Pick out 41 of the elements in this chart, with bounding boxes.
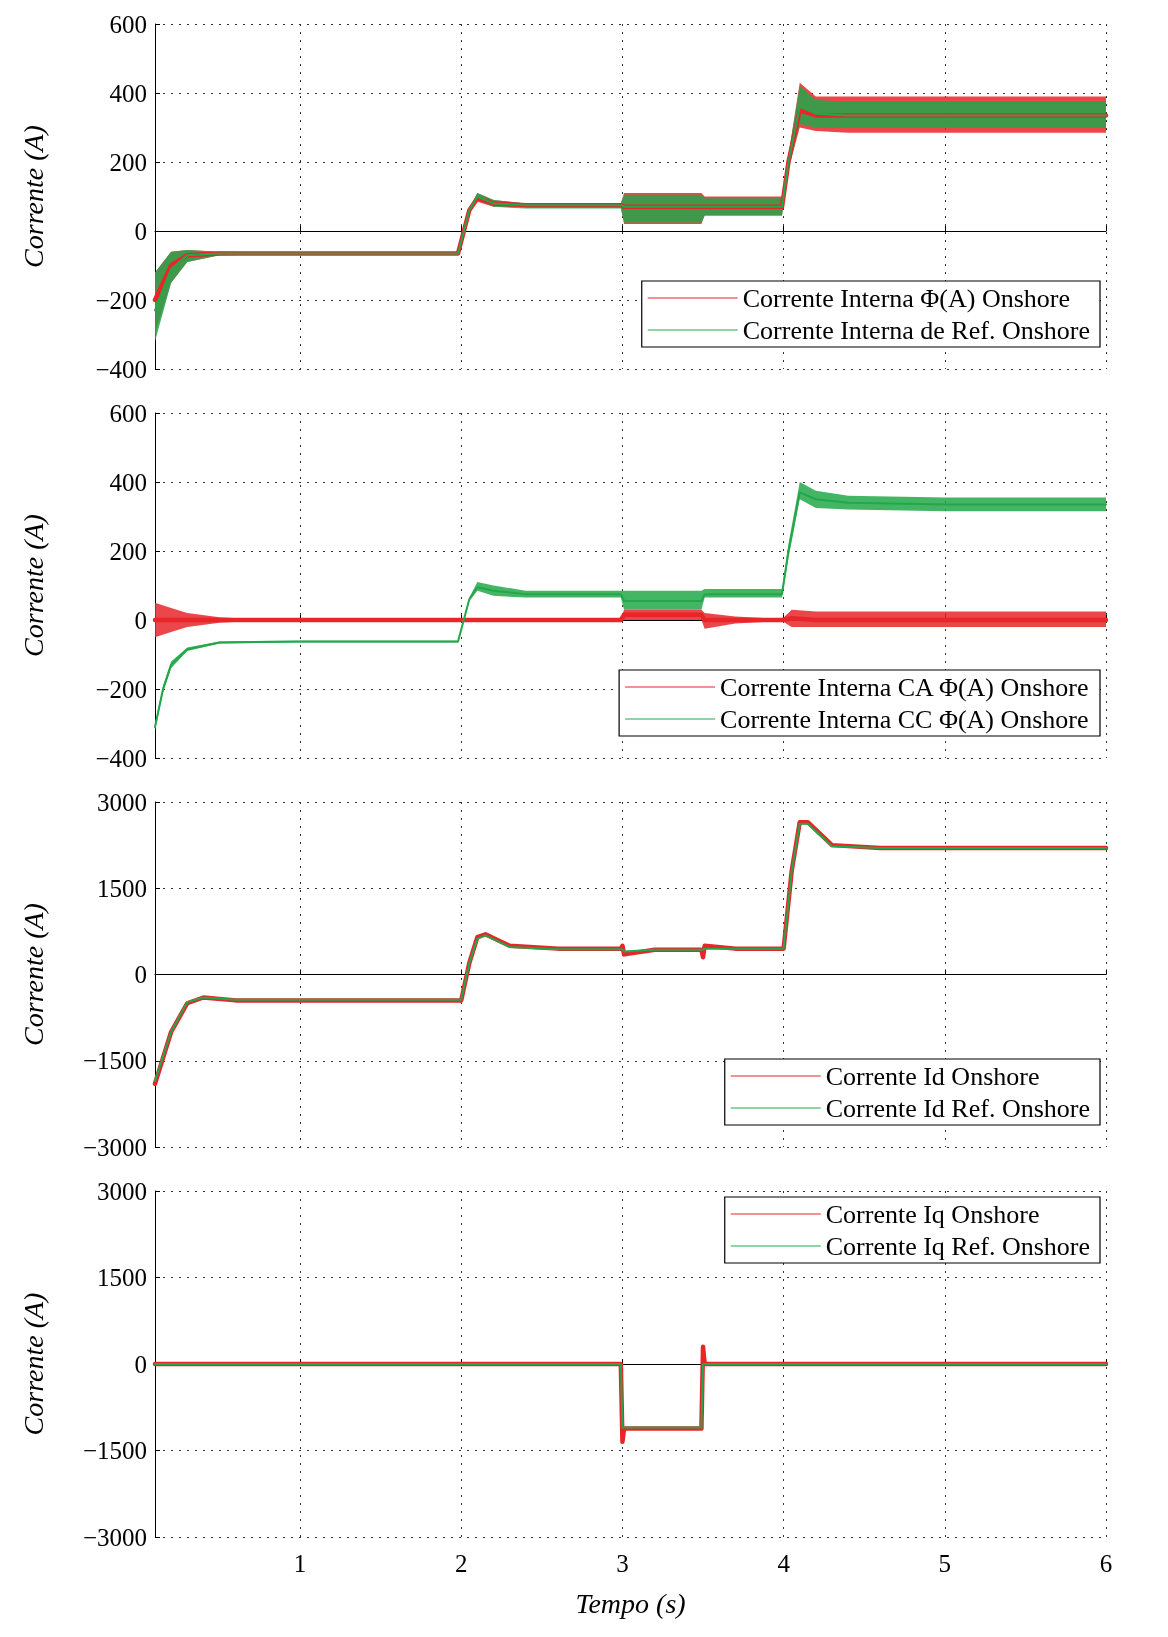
y-tick-label: −1500 [82,1047,147,1075]
y-tick-label: 3000 [97,1177,147,1205]
y-tick-label: 400 [109,468,147,496]
y-tick-label: −200 [95,675,147,703]
legend-label: Corrente Iq Ref. Onshore [825,1231,1091,1261]
x-tick-label: 6 [1099,1550,1113,1577]
x-tick-label: 2 [455,1550,468,1577]
x-tick-label: 4 [777,1550,791,1577]
x-tick-label: 1 [293,1550,307,1577]
x-tick-label: 5 [938,1550,952,1577]
y-tick-label: 0 [134,961,147,988]
y-tick-label: −1500 [82,1437,147,1464]
legend-label: Corrente Id Onshore [825,1061,1040,1091]
x-axis-title: Tempo (s) [575,1587,686,1619]
y-tick-label: 200 [109,537,147,565]
y-tick-label: 1500 [97,1264,147,1291]
legend-label: Corrente Iq Onshore [825,1199,1040,1229]
y-axis-title: Corrente (A) [17,1292,49,1436]
y-tick-label: 200 [109,148,147,176]
legend-label: Corrente Interna CC Φ(A) Onshore [720,704,1089,734]
y-tick-label: 1500 [97,874,147,902]
y-tick-label: −400 [95,744,147,772]
y-tick-label: 600 [109,10,147,38]
y-tick-label: −3000 [82,1133,147,1161]
y-tick-label: 3000 [97,788,147,816]
y-tick-label: −200 [95,286,147,314]
y-tick-label: 0 [134,606,147,634]
y-axis-title: Corrente (A) [17,125,49,268]
legend-label: Corrente Id Ref. Onshore [825,1093,1091,1123]
y-tick-label: −3000 [82,1523,147,1551]
y-tick-label: 400 [109,79,147,107]
y-tick-label: 600 [109,399,147,427]
legend-label: Corrente Interna de Ref. Onshore [742,315,1091,345]
legend-label: Corrente Interna CA Φ(A) Onshore [720,672,1089,702]
y-axis-title: Corrente (A) [17,514,49,657]
y-axis-title: Corrente (A) [17,903,49,1046]
legend-label: Corrente Interna Φ(A) Onshore [742,283,1071,313]
y-tick-label: 0 [134,217,147,245]
x-tick-label: 3 [616,1550,629,1577]
y-tick-label: 0 [134,1350,147,1378]
y-tick-label: −400 [95,355,147,383]
